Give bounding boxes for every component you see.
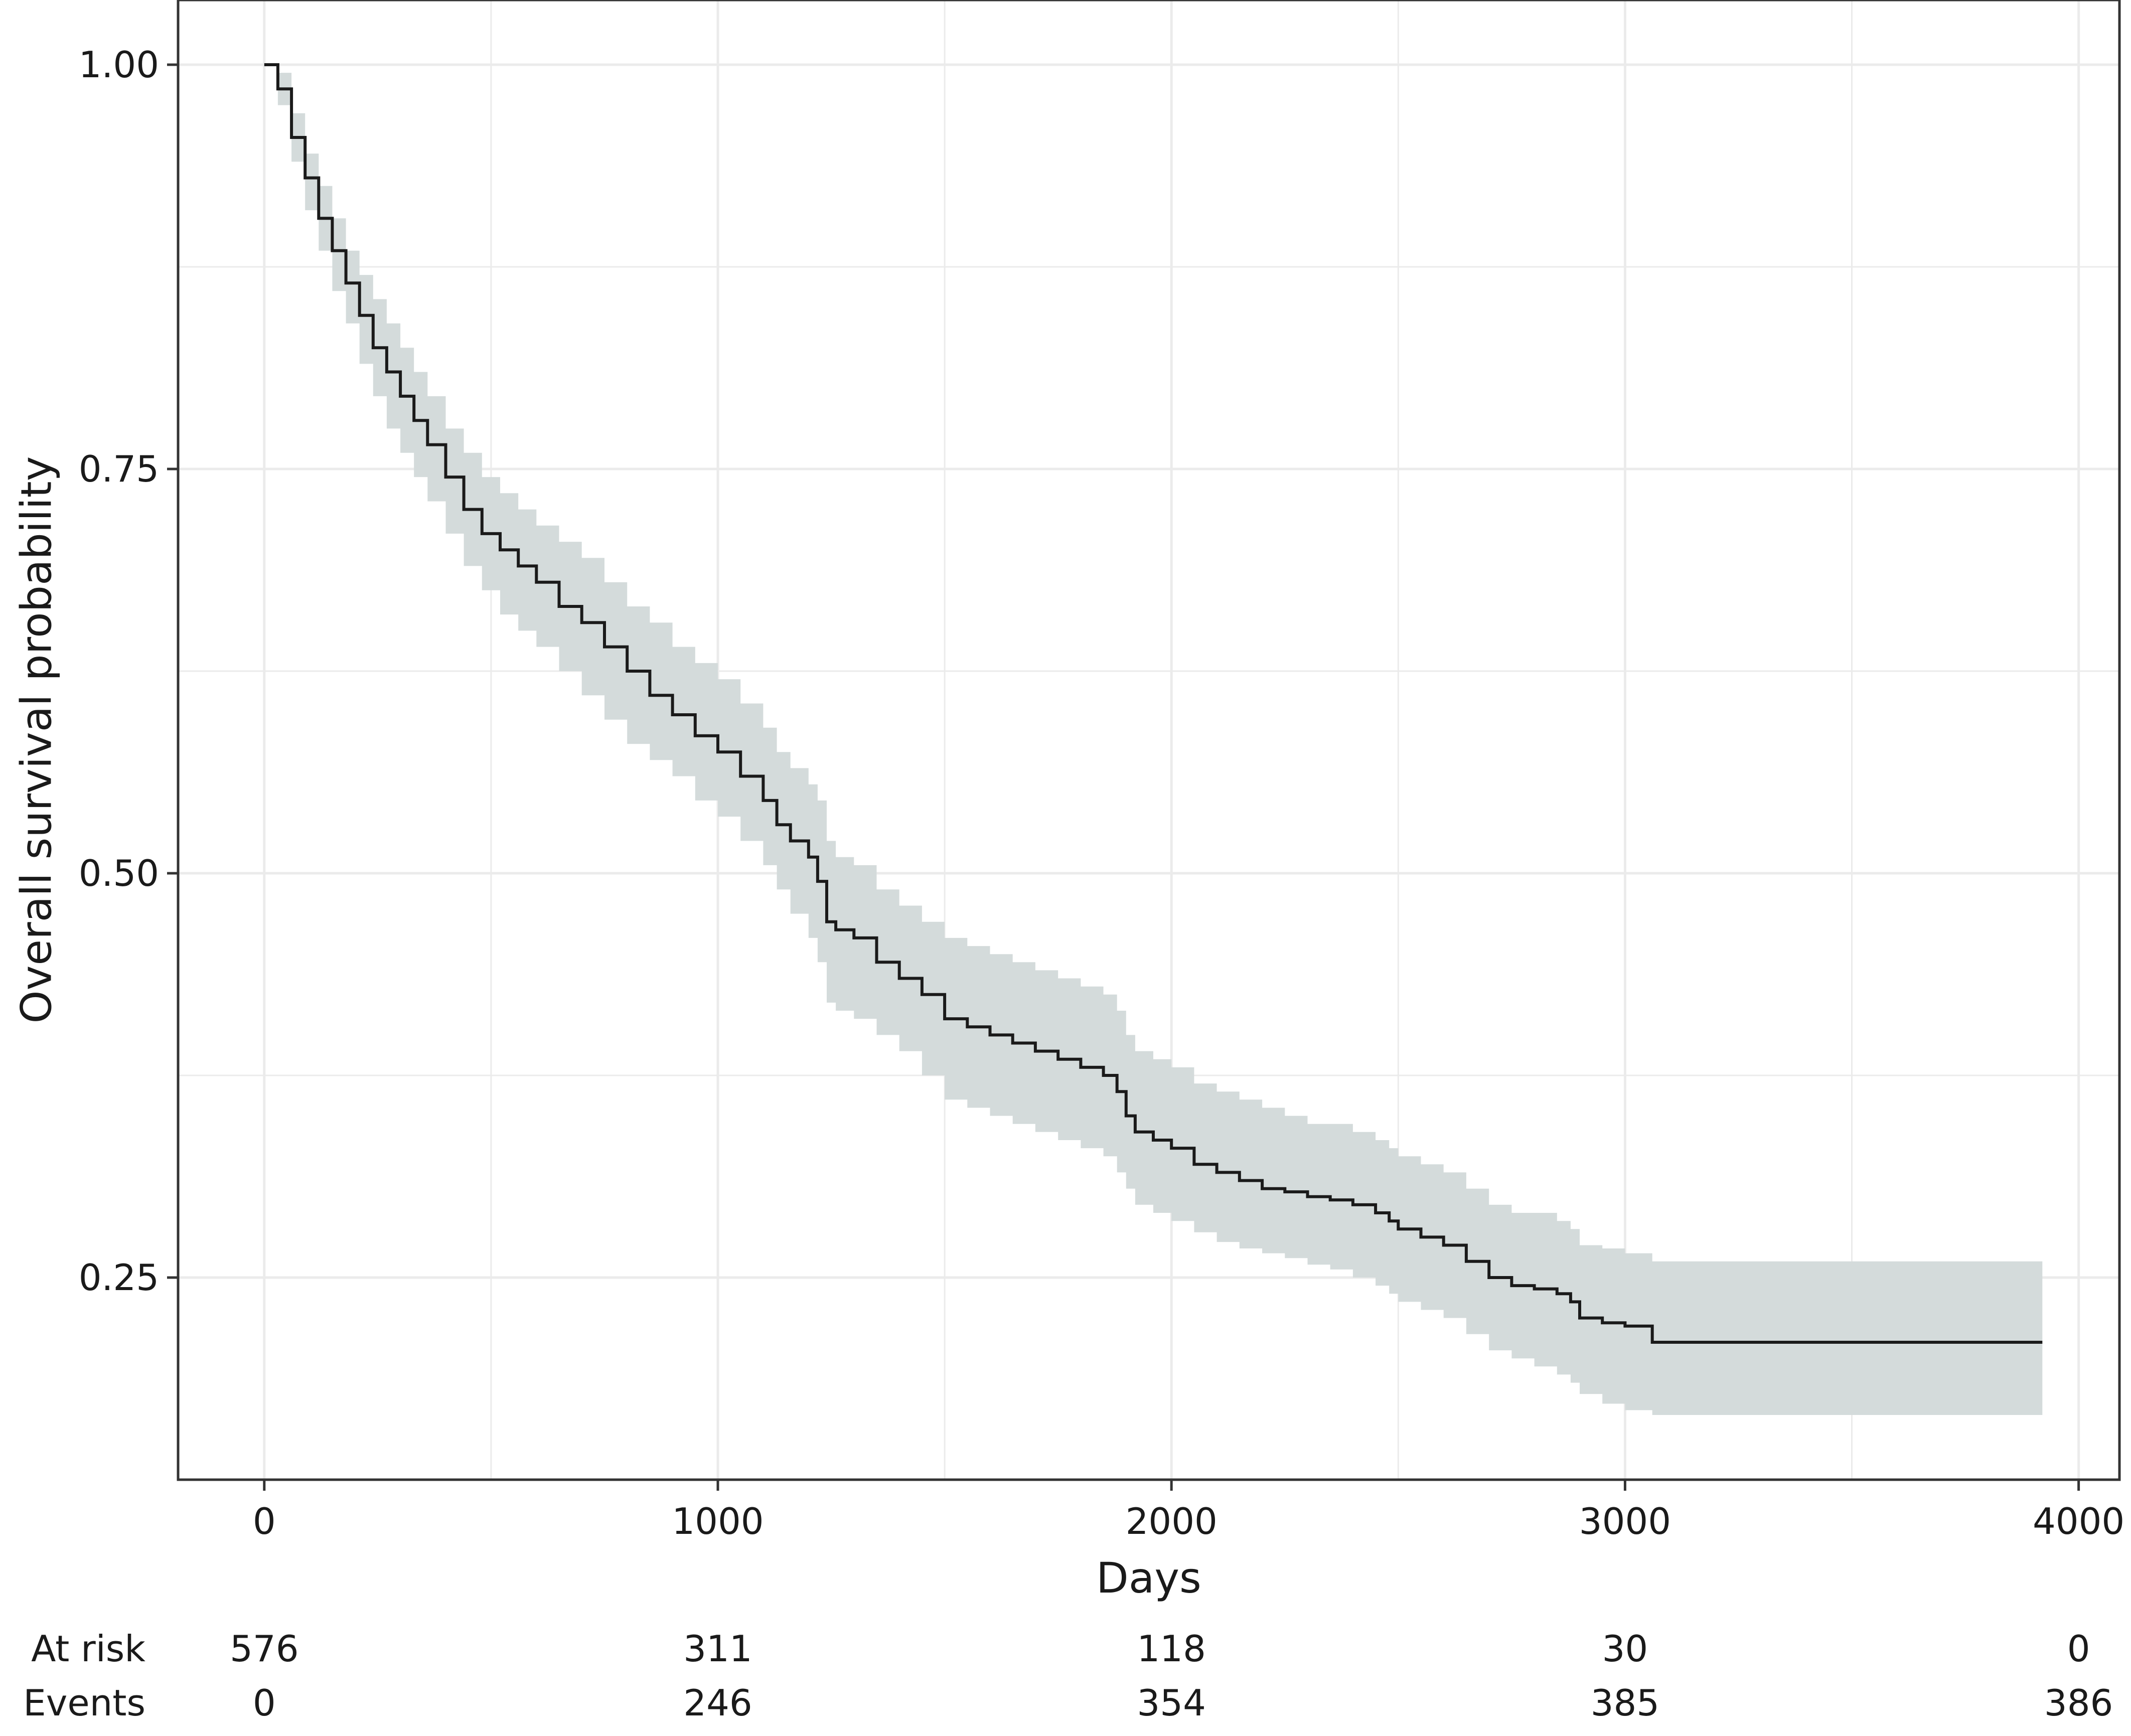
risk-table: At risk 576 311 118 30 0 Events 0 246 354 385 386	[23, 1628, 2113, 1724]
risk-table-cell: 30	[1602, 1628, 1648, 1670]
y-axis-title: Overall survival probability	[12, 456, 61, 1024]
y-tick-label: 0.50	[79, 852, 159, 894]
y-tick-label: 0.75	[79, 448, 159, 490]
x-tick-label: 0	[253, 1500, 276, 1542]
risk-table-cell: 354	[1137, 1682, 1205, 1724]
risk-table-row-label: At risk	[31, 1628, 145, 1670]
y-tick-label: 0.25	[79, 1256, 159, 1299]
risk-table-cell: 311	[683, 1628, 752, 1670]
x-tick-label: 2000	[1126, 1500, 1217, 1542]
risk-table-row-label: Events	[23, 1682, 145, 1724]
confidence-band	[264, 65, 2043, 1415]
risk-table-cell: 385	[1591, 1682, 1659, 1724]
x-tick-label: 3000	[1579, 1500, 1671, 1542]
x-axis-title: Days	[1096, 1553, 1201, 1603]
confidence-band-group	[264, 65, 2043, 1415]
risk-table-cell: 118	[1137, 1628, 1205, 1670]
risk-table-cell: 246	[683, 1682, 752, 1724]
risk-table-cell: 0	[253, 1682, 276, 1724]
survival-line-group	[264, 63, 2043, 1344]
risk-table-cell: 386	[2044, 1682, 2113, 1724]
risk-table-cell: 576	[230, 1628, 298, 1670]
risk-table-cell: 0	[2067, 1628, 2090, 1670]
plot-frame	[177, 0, 2121, 1481]
y-tick-label: 1.00	[79, 44, 159, 86]
survival-curve	[264, 63, 2043, 1344]
x-tick-label: 1000	[672, 1500, 764, 1542]
axes: 0.25 0.50 0.75 1.00 0 1000 2000 3000 4000	[79, 44, 2125, 1542]
x-tick-label: 4000	[2033, 1500, 2124, 1542]
